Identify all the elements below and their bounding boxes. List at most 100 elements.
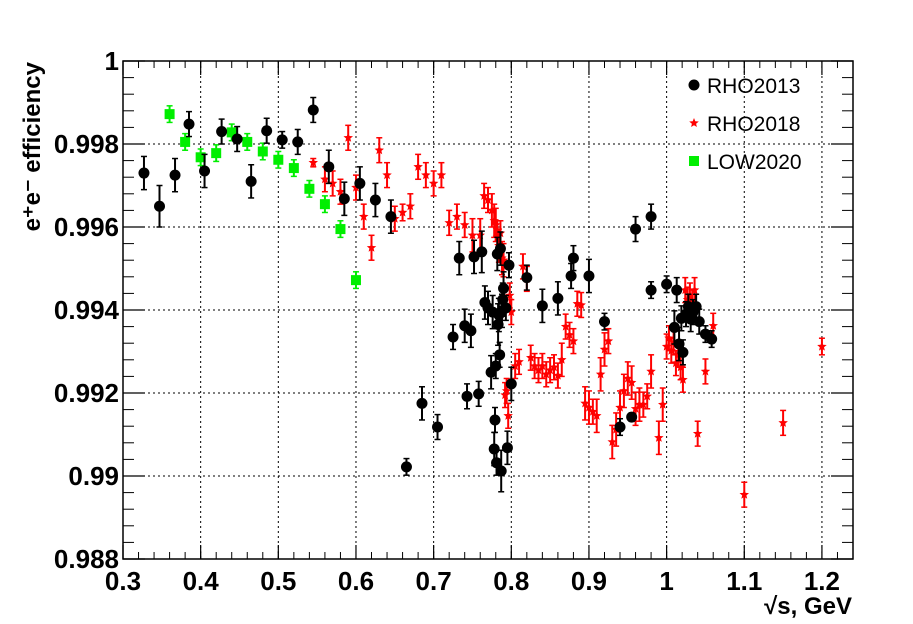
data-point [436,170,447,180]
data-point [521,272,533,284]
legend: RHO2013 RHO2018 LOW2020 [688,75,802,174]
data-point [479,190,489,200]
data-point [461,390,473,402]
data-point [335,186,346,196]
series-rho2018 [308,124,827,508]
data-point [405,201,416,211]
x-tick-label: 0.5 [260,566,296,596]
data-point [588,406,598,416]
data-point [677,346,689,358]
x-tick-label: 1.1 [726,566,762,596]
data-point [385,211,397,223]
data-point [199,165,211,177]
data-point [242,136,253,147]
data-point [518,261,528,271]
data-point [323,161,335,173]
legend-label-low2020: LOW2020 [707,151,802,174]
x-axis-title: √s, GeV [764,593,852,620]
legend-label-rho2013: RHO2013 [707,75,800,98]
data-point [369,194,381,206]
series-rho2013 [138,96,718,493]
data-point [678,374,688,384]
data-point [154,200,165,212]
y-tick-label: 0.988 [54,544,119,574]
data-point [572,298,583,308]
data-point [564,329,575,339]
data-point [261,125,273,137]
legend-marker-low2020 [689,156,699,166]
data-point [226,127,237,138]
data-point [416,397,428,409]
data-point [692,428,703,438]
data-point [673,338,685,350]
data-point [421,170,431,180]
series-low2020 [164,105,361,290]
data-point [338,193,350,205]
data-point [503,410,513,420]
data-point [245,175,257,187]
data-point [658,399,668,409]
data-point [626,411,638,423]
data-point [506,307,517,317]
data-point [465,325,477,337]
data-point [568,336,579,346]
data-point [693,316,705,328]
data-point [510,361,520,371]
data-point [211,148,222,159]
data-point [350,275,361,286]
data-point [708,320,718,330]
data-point [180,136,191,147]
data-point [529,361,540,371]
data-point [607,437,617,446]
y-tick-label: 0.99 [68,461,119,491]
y-tick-label: 0.994 [54,295,120,325]
data-point [541,369,551,379]
data-point [489,215,499,225]
data-point [595,369,606,379]
data-point [501,442,513,454]
data-point [495,465,507,477]
data-point [327,178,338,188]
data-point [500,302,512,314]
data-point [603,336,614,346]
data-point [475,230,485,240]
data-point [276,134,288,146]
data-point [257,146,268,157]
data-point [614,421,626,433]
data-point [494,349,506,361]
data-point [619,385,629,395]
data-point [533,365,544,375]
data-point [489,414,501,426]
data-point [494,243,506,255]
data-point [584,402,594,412]
data-point [623,373,633,383]
x-tick-label: 0.6 [338,566,374,596]
data-point [320,174,330,184]
y-tick-label: 0.992 [54,378,119,408]
data-point [592,410,602,420]
data-point [382,170,392,180]
data-point [630,403,641,413]
legend-marker-rho2013 [688,79,700,91]
data-point [817,341,827,351]
data-point [598,316,610,328]
legend-marker-rho2018 [689,118,699,127]
x-tick-label: 1 [659,566,673,596]
data-point [638,399,649,409]
data-points [138,96,827,508]
data-point [292,136,304,148]
data-point [505,290,515,300]
data-point [545,365,555,375]
data-point [447,331,459,343]
x-tick-label: 0.7 [416,566,452,596]
data-point [634,399,645,409]
data-point [307,104,319,116]
plot-frame [122,60,854,560]
data-point [483,195,493,205]
x-tick-label: 1.2 [804,566,840,596]
x-tick-label: 0.8 [493,566,529,596]
data-point [308,157,318,167]
data-point [428,178,439,188]
data-point [615,402,625,412]
